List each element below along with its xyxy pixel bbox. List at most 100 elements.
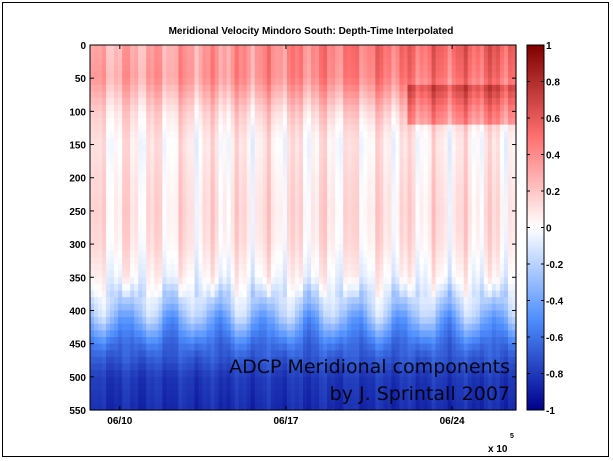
heatmap-cell — [94, 58, 99, 66]
heatmap-cell — [443, 137, 449, 146]
heatmap-cell — [379, 250, 384, 258]
heatmap-cell — [110, 104, 115, 112]
heatmap-cell — [371, 91, 376, 99]
heatmap-cell — [335, 250, 340, 258]
heatmap-cell — [158, 157, 163, 166]
heatmap-cell — [222, 237, 228, 245]
heatmap-cell — [274, 277, 280, 285]
heatmap-cell — [367, 270, 372, 278]
heatmap-cell — [270, 270, 276, 278]
heatmap-cell — [102, 111, 107, 119]
heatmap-cell — [431, 323, 437, 331]
heatmap-cell — [447, 171, 453, 179]
heatmap-cell — [234, 157, 240, 166]
heatmap-cell — [303, 164, 308, 172]
heatmap-cell — [226, 277, 232, 285]
heatmap-cell — [106, 204, 111, 212]
heatmap-cell — [367, 370, 372, 378]
heatmap-cell — [218, 237, 224, 245]
heatmap-cell — [311, 51, 316, 59]
heatmap-cell — [379, 177, 384, 185]
heatmap-cell — [266, 237, 272, 245]
heatmap-cell — [403, 337, 409, 345]
heatmap-cell — [343, 58, 348, 66]
heatmap-cell — [327, 124, 332, 132]
heatmap-cell — [290, 157, 296, 166]
heatmap-cell — [118, 51, 123, 59]
heatmap-cell — [182, 303, 188, 312]
heatmap-cell — [102, 337, 107, 345]
heatmap-cell — [218, 71, 224, 79]
heatmap-cell — [110, 356, 115, 365]
heatmap-cell — [439, 84, 445, 93]
heatmap-cell — [363, 257, 368, 265]
heatmap-cell — [98, 303, 103, 312]
heatmap-cell — [130, 270, 135, 278]
heatmap-cell — [254, 323, 260, 331]
heatmap-cell — [411, 64, 417, 73]
heatmap-cell — [323, 283, 328, 292]
heatmap-cell — [250, 91, 256, 99]
heatmap-cell — [250, 64, 256, 73]
heatmap-cell — [166, 78, 171, 86]
heatmap-cell — [250, 283, 256, 292]
heatmap-cell — [110, 51, 115, 59]
heatmap-cell — [206, 84, 212, 93]
heatmap-cell — [186, 303, 192, 312]
heatmap-cell — [359, 124, 364, 132]
heatmap-cell — [246, 290, 252, 298]
heatmap-cell — [166, 350, 171, 358]
heatmap-cell — [419, 237, 425, 245]
heatmap-cell — [250, 111, 256, 119]
heatmap-cell — [375, 45, 380, 53]
heatmap-cell — [447, 403, 453, 411]
heatmap-cell — [186, 177, 192, 185]
heatmap-cell — [339, 58, 344, 66]
heatmap-cell — [162, 310, 167, 318]
heatmap-cell — [214, 204, 220, 212]
heatmap-cell — [427, 297, 433, 305]
heatmap-cell — [427, 283, 433, 292]
heatmap-cell — [298, 104, 304, 112]
heatmap-cell — [258, 363, 264, 371]
heatmap-cell — [319, 356, 324, 365]
heatmap-cell — [319, 151, 324, 159]
heatmap-cell — [431, 91, 437, 99]
heatmap-cell — [447, 151, 453, 159]
heatmap-cell — [174, 177, 180, 185]
heatmap-cell — [222, 370, 228, 378]
heatmap-cell — [254, 237, 260, 245]
heatmap-cell — [90, 104, 95, 112]
heatmap-cell — [303, 91, 308, 99]
heatmap-cell — [98, 244, 103, 252]
heatmap-cell — [323, 78, 328, 86]
heatmap-cell — [190, 356, 196, 365]
heatmap-cell — [162, 224, 167, 232]
heatmap-cell — [431, 104, 437, 112]
heatmap-cell — [226, 184, 232, 192]
heatmap-cell — [431, 363, 437, 371]
heatmap-cell — [130, 197, 135, 205]
heatmap-cell — [379, 91, 384, 99]
heatmap-cell — [290, 58, 296, 66]
heatmap-cell — [307, 111, 312, 119]
heatmap-cell — [174, 310, 180, 318]
heatmap-cell — [298, 257, 304, 265]
heatmap-cell — [367, 204, 372, 212]
heatmap-cell — [323, 363, 328, 371]
heatmap-cell — [126, 283, 131, 292]
heatmap-cell — [427, 98, 433, 106]
heatmap-cell — [154, 177, 159, 185]
heatmap-cell — [395, 210, 401, 219]
heatmap-cell — [262, 343, 268, 351]
heatmap-cell — [150, 45, 155, 53]
heatmap-cell — [258, 257, 264, 265]
heatmap-cell — [150, 217, 155, 225]
heatmap-cell — [447, 237, 453, 245]
heatmap-cell — [122, 64, 127, 73]
heatmap-cell — [254, 337, 260, 345]
heatmap-cell — [423, 250, 429, 258]
heatmap-cell — [230, 230, 236, 239]
heatmap-cell — [443, 343, 449, 351]
heatmap-cell — [451, 124, 457, 132]
